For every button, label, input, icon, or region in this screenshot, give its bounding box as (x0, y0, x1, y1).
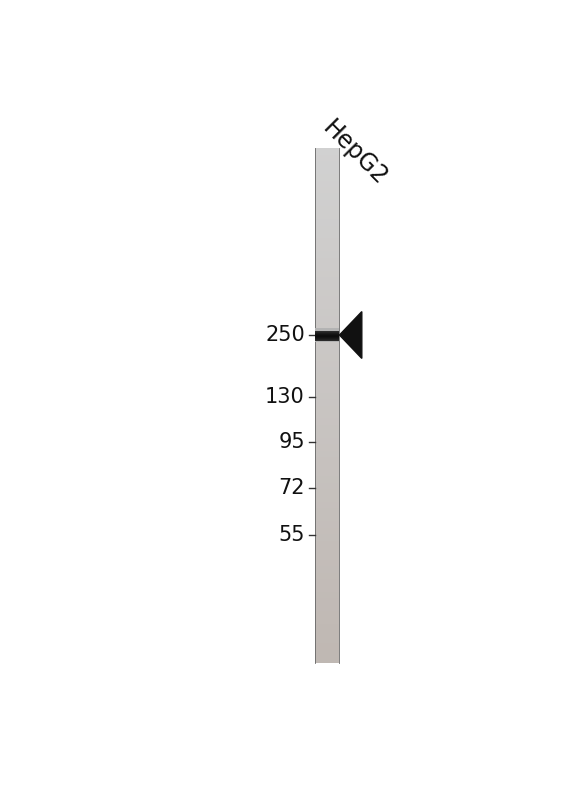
Text: 72: 72 (279, 478, 305, 498)
Bar (315, 489, 339, 495)
Bar (315, 148, 339, 154)
Bar (315, 443, 339, 450)
Bar (315, 604, 339, 611)
Bar (315, 199, 339, 206)
Bar (315, 167, 339, 174)
Bar (315, 437, 339, 444)
Bar (315, 521, 339, 528)
Bar (315, 598, 339, 605)
Bar (315, 591, 339, 598)
Bar (315, 360, 339, 367)
Bar (315, 617, 339, 624)
Bar (315, 502, 339, 509)
Bar (315, 263, 339, 270)
Text: 95: 95 (279, 432, 305, 452)
Bar (315, 366, 339, 374)
Bar (315, 405, 339, 412)
Bar (315, 495, 339, 502)
Text: 55: 55 (279, 525, 305, 545)
Bar (315, 154, 339, 162)
Bar (315, 193, 339, 200)
Bar (315, 585, 339, 592)
Bar (315, 347, 339, 354)
Bar (315, 218, 339, 226)
Bar (315, 250, 339, 258)
Bar (315, 610, 339, 618)
Text: 250: 250 (265, 325, 305, 345)
Bar (315, 398, 339, 406)
Bar (315, 315, 339, 322)
Bar (315, 212, 339, 219)
Bar (315, 430, 339, 438)
Bar (315, 328, 339, 335)
Bar (315, 354, 339, 361)
Bar (315, 553, 339, 560)
Bar (315, 296, 339, 302)
Bar (315, 289, 339, 296)
Bar (315, 282, 339, 290)
Bar (315, 206, 339, 213)
Bar (315, 309, 339, 315)
Bar (315, 482, 339, 489)
Bar (315, 514, 339, 522)
Bar (315, 386, 339, 393)
Bar (315, 636, 339, 643)
Bar (315, 546, 339, 554)
Bar (315, 424, 339, 431)
Bar (315, 527, 339, 534)
Bar (315, 534, 339, 541)
Bar (315, 456, 339, 463)
Bar (315, 578, 339, 586)
Bar (315, 174, 339, 181)
Bar (315, 559, 339, 566)
Bar (315, 334, 339, 342)
Bar (315, 572, 339, 579)
Bar (315, 373, 339, 380)
Bar (315, 450, 339, 457)
Bar (315, 180, 339, 187)
Bar (315, 244, 339, 251)
Bar (315, 623, 339, 630)
Text: 130: 130 (265, 386, 305, 406)
Bar (315, 566, 339, 573)
Polygon shape (340, 311, 362, 358)
Bar (315, 322, 339, 328)
Bar (315, 231, 339, 238)
Bar (315, 476, 339, 482)
Bar (315, 508, 339, 515)
Bar (315, 462, 339, 470)
Bar (315, 186, 339, 194)
Bar (315, 270, 339, 277)
Bar (315, 161, 339, 168)
Bar (315, 392, 339, 399)
Bar (315, 418, 339, 425)
Bar (315, 540, 339, 547)
Bar (315, 225, 339, 232)
Bar (315, 379, 339, 386)
Text: HepG2: HepG2 (318, 116, 392, 190)
Bar (315, 411, 339, 418)
Bar (315, 276, 339, 283)
Bar (315, 238, 339, 245)
Bar (315, 302, 339, 309)
Bar (315, 341, 339, 348)
Bar (315, 257, 339, 264)
Bar (315, 470, 339, 476)
Bar (315, 630, 339, 637)
Bar (315, 650, 339, 656)
Bar (315, 643, 339, 650)
Bar (315, 656, 339, 662)
